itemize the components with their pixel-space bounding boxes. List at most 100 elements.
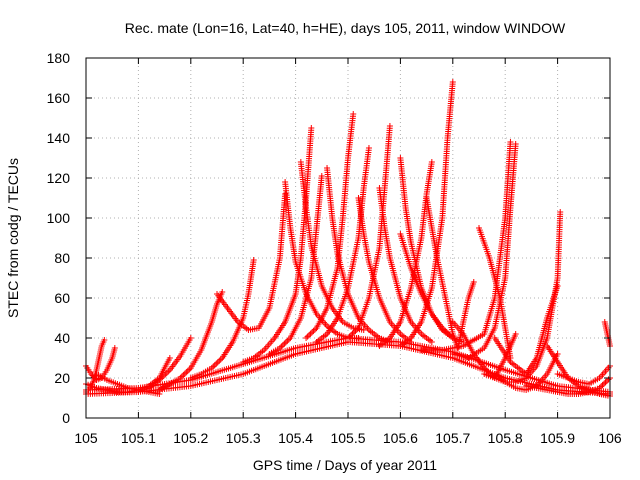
y-tick-label: 140 xyxy=(47,130,71,146)
point-series xyxy=(523,375,613,397)
data-point xyxy=(554,351,561,357)
point-series xyxy=(266,173,325,357)
data-point xyxy=(599,382,606,389)
data-point xyxy=(512,141,519,147)
x-tick-labels: 105 105.1 105.2 105.3 105.4 105.5 105.6 105.7 10… xyxy=(74,430,622,446)
data-point xyxy=(187,335,194,341)
data-point xyxy=(512,331,519,337)
point-series xyxy=(481,209,564,385)
x-tick-label: 105.5 xyxy=(330,430,365,446)
data-point xyxy=(101,337,108,343)
data-point xyxy=(219,289,226,295)
data-point xyxy=(604,377,611,384)
data-point xyxy=(554,283,561,289)
point-series xyxy=(83,345,118,383)
data-point xyxy=(159,374,166,381)
point-series xyxy=(601,319,613,349)
x-tick-label: 105.9 xyxy=(540,430,575,446)
y-tick-label: 160 xyxy=(47,90,71,106)
data-point xyxy=(216,357,223,364)
data-point xyxy=(304,333,311,340)
data-point xyxy=(279,342,286,349)
data-point xyxy=(303,335,310,341)
data-point xyxy=(111,345,118,351)
data-point xyxy=(250,257,257,263)
data-point xyxy=(217,356,224,363)
data-point xyxy=(186,366,193,373)
y-tick-label: 20 xyxy=(54,370,70,386)
data-point xyxy=(442,327,449,334)
data-point xyxy=(428,159,435,165)
point-series xyxy=(83,335,613,395)
data-point xyxy=(210,363,217,370)
point-series xyxy=(324,165,393,345)
data-point xyxy=(310,327,317,334)
point-series xyxy=(491,283,561,377)
point-series xyxy=(376,185,435,345)
data-point xyxy=(282,339,289,346)
data-point xyxy=(312,326,319,333)
data-point xyxy=(306,332,313,339)
data-point xyxy=(443,329,450,336)
x-tick-label: 105.3 xyxy=(226,430,261,446)
y-tick-labels: 0 20 40 60 80 100 120 140 160 180 xyxy=(47,50,71,426)
data-point xyxy=(284,337,291,344)
data-point xyxy=(353,326,360,333)
data-point xyxy=(350,111,357,117)
data-point xyxy=(360,327,367,333)
x-tick-label: 105.2 xyxy=(173,430,208,446)
point-series xyxy=(554,363,613,387)
data-point xyxy=(213,360,220,367)
data-point xyxy=(449,79,456,85)
data-point xyxy=(470,279,477,285)
data-point xyxy=(276,345,283,351)
data-point xyxy=(157,375,164,382)
y-tick-label: 100 xyxy=(47,210,71,226)
y-tick-label: 120 xyxy=(47,170,71,186)
data-points xyxy=(83,79,613,399)
point-series xyxy=(418,139,514,353)
x-tick-label: 105.8 xyxy=(488,430,523,446)
data-point xyxy=(440,326,447,333)
data-point xyxy=(352,327,359,334)
data-point xyxy=(181,370,188,377)
y-tick-label: 0 xyxy=(62,410,70,426)
y-tick-label: 80 xyxy=(54,250,70,266)
point-series xyxy=(376,159,435,349)
data-point xyxy=(308,125,315,131)
data-point xyxy=(162,371,169,378)
data-point xyxy=(605,376,612,383)
data-point xyxy=(507,139,514,145)
data-point xyxy=(439,325,446,331)
y-tick-label: 60 xyxy=(54,290,70,306)
data-point xyxy=(309,329,316,336)
data-point xyxy=(557,209,564,215)
data-point xyxy=(180,372,187,379)
x-tick-label: 105.4 xyxy=(278,430,313,446)
data-point xyxy=(184,367,191,374)
data-point xyxy=(281,340,288,347)
data-point xyxy=(156,377,163,383)
data-point xyxy=(365,145,372,151)
data-point xyxy=(428,339,435,345)
data-point xyxy=(163,369,170,376)
y-tick-label: 40 xyxy=(54,330,70,346)
axis-ticks xyxy=(85,57,611,419)
y-axis-label: STEC from codg / TECUs xyxy=(5,158,21,318)
y-tick-label: 180 xyxy=(47,50,71,66)
data-point xyxy=(318,173,325,179)
x-tick-label: 105.7 xyxy=(435,430,470,446)
point-series xyxy=(303,111,357,341)
data-point xyxy=(602,379,609,386)
x-tick-label: 105.6 xyxy=(383,430,418,446)
data-point xyxy=(214,359,221,366)
data-point xyxy=(211,362,218,369)
data-point xyxy=(208,365,215,371)
data-point xyxy=(278,343,285,350)
data-point xyxy=(160,372,167,379)
data-point xyxy=(183,369,190,376)
point-series xyxy=(240,125,315,365)
data-point xyxy=(601,380,608,387)
x-axis-label: GPS time / Days of year 2011 xyxy=(253,457,437,473)
